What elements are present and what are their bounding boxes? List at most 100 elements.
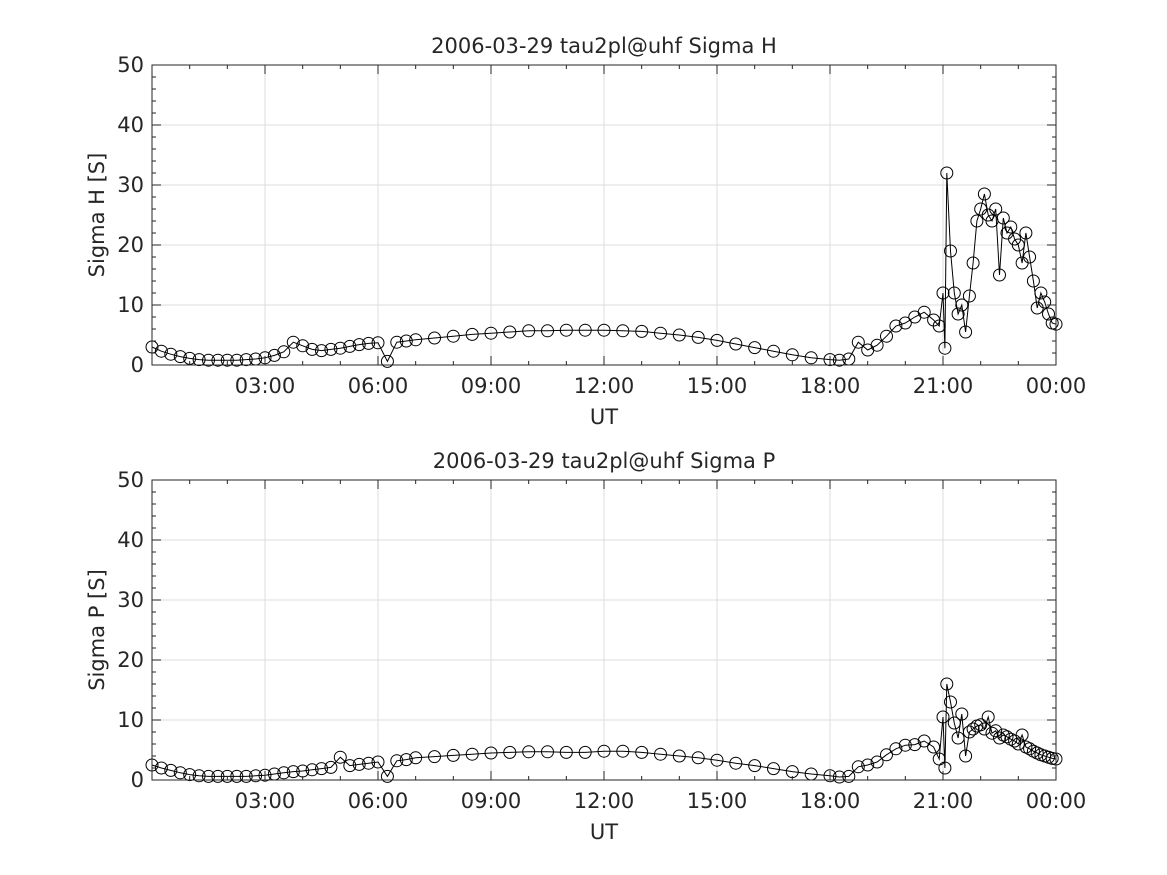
sigma-h-data-point: [380, 354, 394, 368]
sigma-p-y-tick-label: 30: [117, 588, 144, 612]
sigma-h-x-tick-label: 18:00: [800, 374, 861, 398]
sigma-p-data-point: [672, 749, 686, 763]
sigma-h-data-point: [959, 325, 973, 339]
sigma-p-data-point: [917, 734, 931, 748]
sigma-p-data-point: [710, 753, 724, 767]
sigma-h-data-point: [390, 335, 404, 349]
sigma-p-data-point: [446, 748, 460, 762]
sigma-h-data-point: [966, 256, 980, 270]
sigma-p-data-point: [1023, 742, 1037, 756]
sigma-p-data-point: [371, 755, 385, 769]
sigma-p-data-point: [578, 745, 592, 759]
sigma-h-data-point: [1042, 307, 1055, 321]
sigma-h-data-point: [503, 325, 517, 339]
sigma-p-data-point: [889, 742, 903, 756]
sigma-h-data-point: [267, 348, 281, 362]
sigma-p-data-point: [938, 761, 952, 775]
sigma-h-data-point: [211, 353, 225, 367]
sigma-h-data-point: [352, 338, 366, 352]
sigma-h-data-point: [239, 353, 253, 367]
sigma-p-chart: 03:00 06:00 09:00 12:00 15:00 18:00 21:00 00:00…: [85, 449, 1086, 844]
sigma-p-y-tick-label: 10: [117, 708, 144, 732]
sigma-h-data-point: [996, 211, 1010, 225]
sigma-h-data-point: [938, 341, 952, 355]
sigma-h-data-point: [970, 214, 984, 228]
sigma-p-x-tick-label: 18:00: [800, 789, 861, 813]
sigma-p-data-point: [974, 718, 988, 732]
sigma-p-data-point: [989, 724, 1003, 738]
sigma-p-data-point: [966, 722, 980, 736]
sigma-h-data-point: [371, 336, 385, 350]
sigma-p-y-tick-label: 20: [117, 648, 144, 672]
sigma-h-data-point: [277, 345, 291, 359]
sigma-p-data-point: [981, 710, 995, 724]
sigma-h-data-point: [767, 344, 780, 358]
sigma-h-data-point: [1011, 238, 1025, 252]
sigma-h-data-point: [917, 305, 931, 319]
sigma-p-data-point: [616, 744, 630, 758]
sigma-h-data-point: [446, 329, 460, 343]
sigma-p-data-point: [220, 769, 234, 783]
sigma-p-data-point: [352, 757, 366, 771]
sigma-h-x-tick-label: 21:00: [913, 374, 974, 398]
sigma-h-data-point: [832, 353, 846, 367]
sigma-p-data-point: [959, 749, 973, 763]
sigma-p-data-point: [654, 747, 667, 761]
sigma-p-data-point: [324, 760, 338, 774]
sigma-p-data-point: [522, 745, 536, 759]
sigma-p-data-point: [192, 769, 206, 783]
sigma-h-series: [145, 166, 1063, 368]
sigma-p-data-point: [832, 770, 846, 784]
sigma-h-data-point: [409, 333, 423, 347]
sigma-p-data-point: [993, 731, 1006, 745]
sigma-h-x-tick-label: 06:00: [348, 374, 409, 398]
sigma-h-data-point: [870, 338, 884, 352]
sigma-p-data-point: [1011, 737, 1025, 751]
sigma-h-data-point: [729, 337, 743, 351]
sigma-p-data-point: [955, 707, 969, 721]
sigma-h-data-point: [428, 331, 441, 345]
sigma-p-x-tick-label: 09:00: [461, 789, 522, 813]
sigma-p-data-point: [484, 746, 498, 760]
sigma-h-data-point: [944, 244, 957, 258]
sigma-h-data-point: [1023, 250, 1037, 264]
sigma-p-data-point: [927, 740, 941, 754]
sigma-p-data-point: [748, 759, 762, 773]
sigma-p-data-point: [1015, 728, 1029, 742]
sigma-h-data-point: [804, 351, 818, 365]
sigma-h-data-point: [484, 326, 498, 340]
sigma-p-data-point: [343, 759, 357, 773]
sigma-h-data-point: [898, 316, 912, 330]
sigma-h-title: 2006-03-29 tau2pl@uhf Sigma H: [431, 34, 777, 58]
sigma-h-data-point: [977, 187, 991, 201]
sigma-p-grid: [152, 480, 1057, 780]
sigma-h-y-axis-label: Sigma H [S]: [85, 153, 109, 278]
sigma-p-data-point: [559, 745, 573, 759]
sigma-h-data-point: [951, 307, 965, 321]
sigma-p-data-point: [183, 768, 197, 782]
sigma-p-data-point: [947, 716, 961, 730]
sigma-p-title: 2006-03-29 tau2pl@uhf Sigma P: [433, 449, 776, 473]
sigma-h-data-point: [936, 286, 950, 300]
sigma-p-series: [145, 677, 1063, 784]
sigma-p-data-point: [409, 751, 423, 765]
sigma-h-x-tick-label: 15:00: [687, 374, 748, 398]
sigma-p-y-tick-label: 40: [117, 528, 144, 552]
sigma-p-data-point: [239, 769, 253, 783]
sigma-p-data-point: [870, 755, 884, 769]
sigma-h-x-tick-label: 12:00: [574, 374, 635, 398]
sigma-h-data-point: [202, 353, 215, 367]
sigma-h-data-point: [1026, 274, 1040, 288]
sigma-h-data-point: [955, 298, 969, 312]
sigma-h-ticks: 03:00 06:00 09:00 12:00 15:00 18:00 21:00 00:00…: [117, 53, 1086, 398]
sigma-p-data-point: [691, 751, 705, 765]
sigma-h-data-point: [1034, 286, 1048, 300]
sigma-p-data-point: [202, 769, 215, 783]
sigma-h-x-tick-label: 03:00: [235, 374, 296, 398]
sigma-h-data-point: [315, 344, 328, 358]
sigma-p-data-point: [399, 753, 413, 767]
sigma-h-data-point: [296, 339, 310, 353]
sigma-h-data-point: [522, 324, 536, 338]
sigma-p-ticks: 03:00 06:00 09:00 12:00 15:00 18:00 21:00 00:00…: [117, 468, 1086, 813]
